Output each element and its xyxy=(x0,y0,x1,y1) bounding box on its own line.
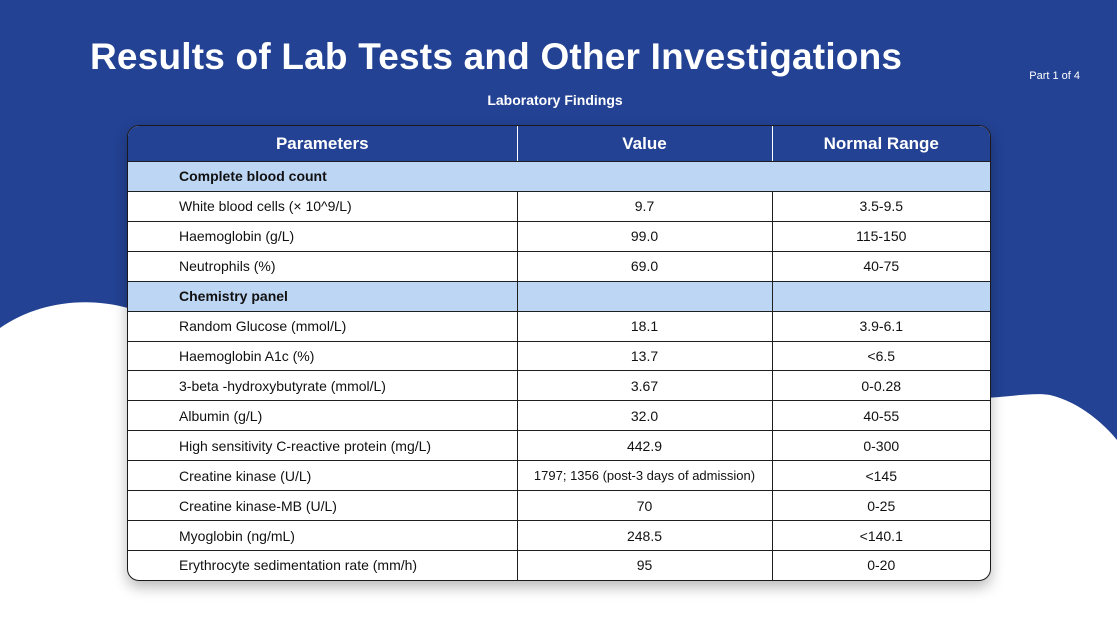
range-cell: 0-20 xyxy=(867,557,896,574)
section-label: Chemistry panel xyxy=(128,281,518,312)
table-row: White blood cells (× 10^9/L) 9.7 3.5-9.5 xyxy=(128,191,990,222)
value-cell: 1797; 1356 (post-3 days of admission) xyxy=(517,460,773,492)
value-cell: 9.7 xyxy=(517,191,773,222)
range-cell: 0-25 xyxy=(772,490,990,522)
table-row: High sensitivity C-reactive protein (mg/… xyxy=(128,430,990,462)
range-cell: 3.9-6.1 xyxy=(772,311,990,342)
column-header-normal-range: Normal Range xyxy=(772,126,990,162)
page-title: Results of Lab Tests and Other Investiga… xyxy=(90,36,903,77)
column-header-value: Value xyxy=(517,126,773,162)
section-empty-cell xyxy=(772,281,990,312)
parameter-cell: Haemoglobin A1c (%) xyxy=(128,341,518,372)
value-cell: 18.1 xyxy=(517,311,773,342)
table-row: Creatine kinase-MB (U/L) 70 0-25 xyxy=(128,490,990,522)
parameter-cell: Erythrocyte sedimentation rate (mm/h) xyxy=(128,550,518,580)
value-cell: 69.0 xyxy=(517,251,773,282)
value-cell: 32.0 xyxy=(517,400,773,432)
range-cell: 40-75 xyxy=(772,251,990,282)
table-row: Random Glucose (mmol/L) 18.1 3.9-6.1 xyxy=(128,311,990,342)
section-label: Complete blood count xyxy=(128,161,990,192)
range-cell: 0-0.28 xyxy=(772,370,990,402)
table-row: 3-beta -hydroxybutyrate (mmol/L) 3.67 0-… xyxy=(128,370,990,402)
parameter-cell: Haemoglobin (g/L) xyxy=(128,221,518,252)
range-cell: <140.1 xyxy=(772,520,990,551)
table-row: Neutrophils (%) 69.0 40-75 xyxy=(128,251,990,282)
table-row: Erythrocyte sedimentation rate (mm/h) 95… xyxy=(128,550,990,580)
parameter-cell: 3-beta -hydroxybutyrate (mmol/L) xyxy=(128,370,518,402)
table-row: Albumin (g/L) 32.0 40-55 xyxy=(128,400,990,432)
value-cell: 442.9 xyxy=(517,430,773,462)
range-cell: <6.5 xyxy=(772,341,990,372)
parameter-cell: White blood cells (× 10^9/L) xyxy=(128,191,518,222)
lab-results-table: Parameters Value Normal Range Complete b… xyxy=(127,125,991,581)
column-header-parameters: Parameters xyxy=(128,126,518,162)
table-row: Haemoglobin A1c (%) 13.7 <6.5 xyxy=(128,341,990,372)
parameter-cell: High sensitivity C-reactive protein (mg/… xyxy=(128,430,518,462)
range-cell: 3.5-9.5 xyxy=(772,191,990,222)
range-cell: 0-300 xyxy=(772,430,990,462)
table-row: Creatine kinase (U/L) 1797; 1356 (post-3… xyxy=(128,460,990,492)
value-cell: 95 xyxy=(517,550,773,580)
parameter-cell: Creatine kinase-MB (U/L) xyxy=(128,490,518,522)
part-indicator: Part 1 of 4 xyxy=(1029,70,1080,82)
parameter-cell: Myoglobin (ng/mL) xyxy=(128,520,518,551)
value-cell: 70 xyxy=(517,490,773,522)
parameter-cell: Random Glucose (mmol/L) xyxy=(128,311,518,342)
range-cell: 115-150 xyxy=(772,221,990,252)
table-subtitle: Laboratory Findings xyxy=(487,92,623,108)
range-cell: <145 xyxy=(772,460,990,492)
section-row-chemistry-panel: Chemistry panel xyxy=(128,281,990,312)
table-row: Myoglobin (ng/mL) 248.5 <140.1 xyxy=(128,520,990,551)
section-row-complete-blood-count: Complete blood count xyxy=(128,161,990,192)
range-cell: 40-55 xyxy=(772,400,990,432)
value-cell: 13.7 xyxy=(517,341,773,372)
section-empty-cell xyxy=(517,281,773,312)
value-cell: 3.67 xyxy=(517,370,773,402)
parameter-cell: Creatine kinase (U/L) xyxy=(128,460,518,492)
parameter-cell: Neutrophils (%) xyxy=(128,251,518,282)
table-row: Haemoglobin (g/L) 99.0 115-150 xyxy=(128,221,990,252)
parameter-cell: Albumin (g/L) xyxy=(128,400,518,432)
value-cell: 99.0 xyxy=(517,221,773,252)
value-cell: 248.5 xyxy=(517,520,773,551)
table-header-row: Parameters Value Normal Range xyxy=(128,126,990,162)
